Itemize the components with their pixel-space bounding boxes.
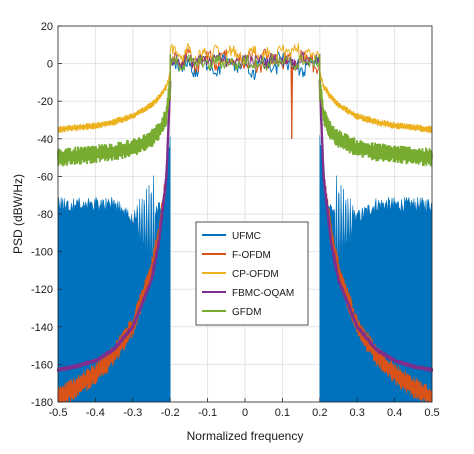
y-tick-label: -140: [31, 322, 53, 334]
y-tick-label: -80: [37, 209, 53, 221]
fbmc-oqam-stopband-line: [56, 81, 172, 372]
series-fbmc-oqam: [56, 80, 434, 373]
x-tick-label: 0: [242, 407, 248, 419]
legend-entry: UFMC: [232, 231, 261, 242]
legend-entry: FBMC-OQAM: [232, 288, 294, 299]
x-axis-label: Normalized frequency: [187, 429, 304, 443]
y-tick-label: -60: [37, 171, 53, 183]
y-tick-label: -40: [37, 134, 53, 146]
series-ufmc: [57, 135, 433, 403]
x-tick-label: 0.3: [350, 407, 365, 419]
legend-entry: CP-OFDM: [232, 269, 279, 280]
ufmc-stopband-fill: [57, 136, 171, 403]
cp-ofdm-stopband-line: [319, 69, 433, 134]
x-tick-label: 0.2: [312, 407, 327, 419]
tick-labels: -0.5 -0.4 -0.3 -0.2 -0.1 0 0.1 0.2 0.3 0.4 0.5 -180…: [31, 21, 440, 419]
x-tick-label: -0.3: [123, 407, 142, 419]
legend-entry: F-OFDM: [232, 250, 271, 261]
series-cp-ofdm: [57, 69, 433, 134]
x-tick-label: -0.2: [161, 407, 180, 419]
ufmc-stopband-fill: [319, 135, 433, 403]
gfdm-stopband-line: [57, 77, 172, 167]
y-tick-label: -100: [31, 247, 53, 259]
gfdm-stopband-line: [318, 78, 433, 167]
y-tick-label: -180: [31, 397, 53, 409]
y-tick-label: 20: [41, 21, 53, 33]
y-tick-label: -120: [31, 284, 53, 296]
cp-ofdm-stopband-line: [57, 71, 171, 133]
series-gfdm-passband: [169, 53, 321, 102]
y-axis-label: PSD (dBW/Hz): [11, 174, 25, 254]
x-tick-label: 0.1: [275, 407, 290, 419]
x-tick-label: -0.5: [49, 407, 68, 419]
series-gfdm: [57, 77, 433, 167]
x-tick-label: 0.5: [424, 407, 439, 419]
x-tick-label: 0.4: [387, 407, 402, 419]
x-tick-label: -0.1: [198, 407, 217, 419]
y-tick-label: 0: [47, 59, 53, 71]
x-tick-label: -0.4: [86, 407, 105, 419]
fbmc-oqam-stopband-line: [318, 80, 434, 373]
y-tick-label: -20: [37, 96, 53, 108]
y-tick-label: -160: [31, 359, 53, 371]
legend-entry: GFDM: [232, 307, 261, 318]
series-layer: [56, 42, 434, 403]
gfdm-passband-line: [169, 53, 321, 73]
legend: UFMC F-OFDM CP-OFDM FBMC-OQAM GFDM: [195, 221, 309, 326]
